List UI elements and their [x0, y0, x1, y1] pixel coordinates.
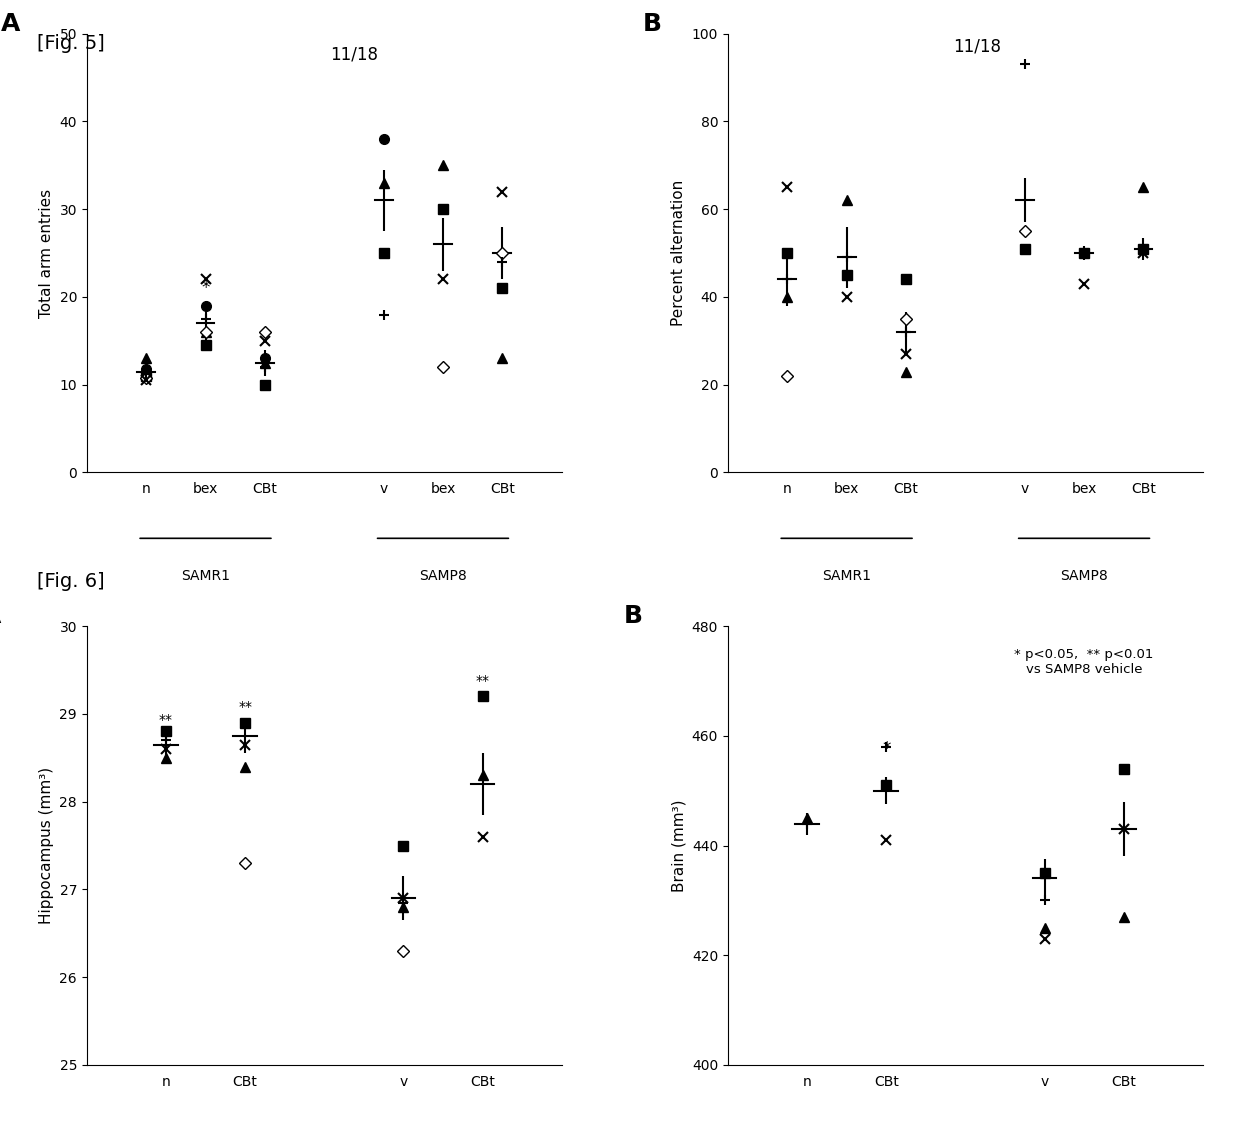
Text: *: * [882, 740, 890, 758]
Text: B: B [624, 604, 642, 628]
Text: **: ** [238, 700, 252, 714]
Y-axis label: Hippocampus (mm³): Hippocampus (mm³) [38, 767, 53, 924]
Text: **: ** [476, 674, 490, 687]
Text: SAMR1: SAMR1 [181, 569, 231, 583]
Text: SAMP8: SAMP8 [1060, 569, 1109, 583]
Text: * p<0.05,  ** p<0.01
vs SAMP8 vehicle: * p<0.05, ** p<0.01 vs SAMP8 vehicle [1014, 648, 1153, 676]
Text: A: A [0, 604, 1, 628]
Text: 11/18: 11/18 [330, 46, 378, 64]
Y-axis label: Total arm entries: Total arm entries [38, 188, 53, 317]
Y-axis label: Brain (mm³): Brain (mm³) [671, 799, 686, 892]
Text: A: A [1, 11, 21, 36]
Text: B: B [642, 11, 661, 36]
Text: [Fig. 6]: [Fig. 6] [37, 572, 105, 591]
Text: SAMR1: SAMR1 [822, 569, 872, 583]
Text: **: ** [159, 713, 172, 728]
Y-axis label: Percent alternation: Percent alternation [671, 180, 686, 326]
Text: *: * [201, 279, 210, 297]
Text: [Fig. 5]: [Fig. 5] [37, 34, 105, 53]
Text: 11/18: 11/18 [954, 37, 1001, 55]
Text: SAMP8: SAMP8 [419, 569, 466, 583]
